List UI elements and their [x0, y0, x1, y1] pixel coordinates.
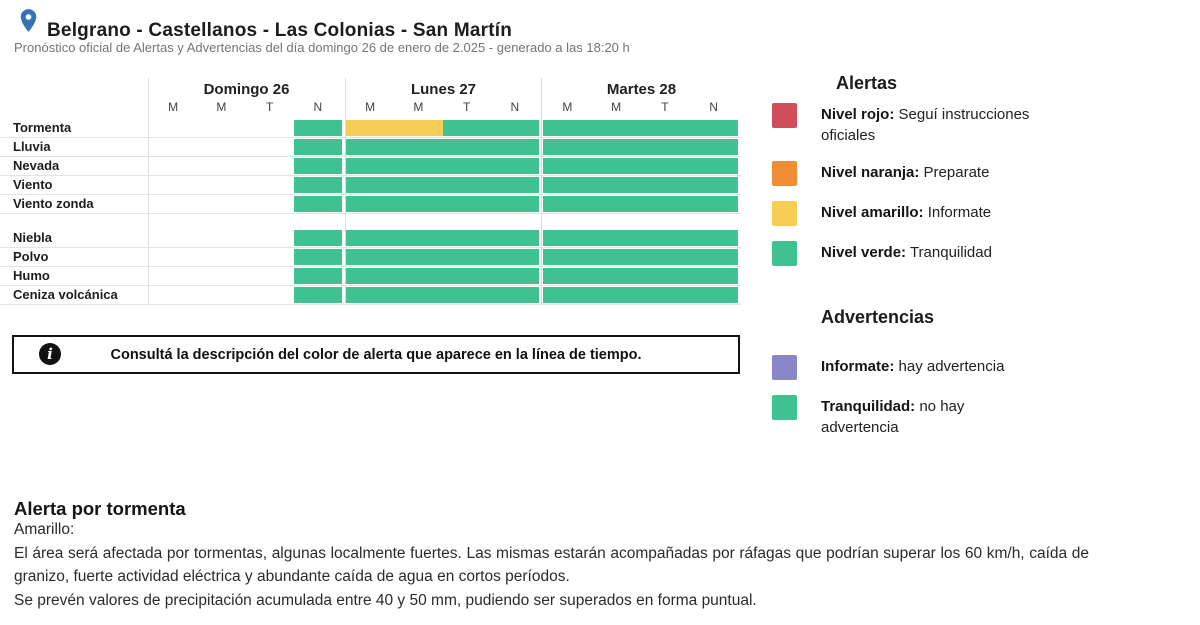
period-label: M — [562, 100, 573, 114]
grid-line — [0, 175, 741, 176]
grid-line — [148, 78, 149, 304]
grid-line — [344, 78, 346, 304]
period-label: T — [661, 100, 669, 114]
timeline-row-label: Lluvia — [13, 139, 51, 154]
timeline-row-label: Niebla — [13, 230, 53, 245]
warnings-legend-items: Informate: hay advertencia Tranquilidad: … — [772, 355, 1032, 438]
legend-item-label: Nivel verde: Tranquilidad — [821, 244, 992, 261]
grid-line — [0, 285, 741, 286]
alert-description-paragraph: Se prevén valores de precipitación acumu… — [14, 591, 757, 609]
day-header: Domingo 26 — [203, 81, 290, 98]
timeline-cell[interactable] — [442, 119, 539, 136]
alert-detail-title: Alerta por tormenta — [14, 498, 186, 520]
grid-line — [540, 78, 542, 304]
timeline-cell[interactable] — [543, 286, 738, 303]
timeline-cell[interactable] — [543, 157, 738, 174]
timeline-cell[interactable] — [293, 248, 342, 265]
legend-item: Tranquilidad: no hay advertencia — [772, 395, 1032, 438]
legend-swatch — [772, 355, 797, 380]
legend-item-label: Nivel naranja: Preparate — [821, 164, 990, 181]
legend-item: Nivel amarillo: Informate — [772, 201, 1032, 226]
timeline-row-label: Viento zonda — [13, 196, 94, 211]
info-banner-text: Consultá la descripción del color de ale… — [110, 346, 642, 363]
period-label: T — [462, 100, 471, 114]
alerts-legend-items: Nivel rojo: Seguí instrucciones oficiale… — [772, 103, 1032, 266]
legend-swatch — [772, 201, 797, 226]
timeline-cell[interactable] — [346, 267, 539, 284]
info-icon: i — [39, 343, 61, 365]
timeline-cell[interactable] — [346, 229, 539, 246]
timeline-cell[interactable] — [293, 119, 342, 136]
timeline-cell[interactable] — [293, 267, 342, 284]
timeline-cell[interactable] — [346, 195, 539, 212]
forecast-subtitle: Pronóstico oficial de Alertas y Adverten… — [14, 40, 630, 55]
period-label: T — [265, 100, 274, 114]
timeline-row-label: Viento — [13, 177, 53, 192]
legend-item-label: Informate: hay advertencia — [821, 358, 1005, 375]
grid-line — [0, 156, 741, 157]
timeline-cell[interactable] — [346, 176, 539, 193]
day-header: Lunes 27 — [410, 81, 477, 98]
timeline-row-label: Humo — [13, 268, 50, 283]
legend-swatch — [772, 395, 797, 420]
location-pin-icon — [20, 8, 37, 38]
period-label: N — [709, 100, 718, 114]
warnings-legend-title: Advertencias — [821, 307, 935, 327]
timeline-cell[interactable] — [346, 157, 539, 174]
period-label: M — [413, 100, 424, 114]
alerts-timeline: Domingo 26 M M T N Lunes 27 M M T N Martes 28 M M T N T… — [0, 0, 745, 310]
timeline-row-label: Polvo — [13, 249, 49, 264]
timeline-cell[interactable] — [293, 157, 342, 174]
page-title: Belgrano - Castellanos - Las Colonias - … — [47, 19, 513, 41]
timeline-cell[interactable] — [543, 195, 738, 212]
timeline-cell[interactable] — [543, 138, 738, 155]
alert-description-paragraph: El área será afectada por tormentas, alg… — [14, 544, 1089, 586]
grid-line — [0, 137, 741, 138]
timeline-cell[interactable] — [293, 286, 342, 303]
timeline-cell[interactable] — [543, 119, 738, 136]
timeline-row-label: Tormenta — [13, 120, 72, 135]
period-label: M — [611, 100, 622, 114]
timeline-cell[interactable] — [346, 138, 539, 155]
period-label: N — [313, 100, 323, 114]
legend-swatch — [772, 103, 797, 128]
timeline-cell[interactable] — [543, 248, 738, 265]
period-label: M — [365, 100, 376, 114]
legend-item: Informate: hay advertencia — [772, 355, 1032, 380]
period-label: N — [510, 100, 520, 114]
info-banner: i Consultá la descripción del color de a… — [12, 335, 740, 374]
timeline-cell[interactable] — [346, 248, 539, 265]
alert-description: Amarillo: El área será afectada por torm… — [14, 518, 1089, 612]
grid-line — [0, 266, 741, 267]
legend-item: Nivel rojo: Seguí instrucciones oficiale… — [772, 103, 1032, 146]
legend-swatch — [772, 241, 797, 266]
timeline-cell[interactable] — [293, 229, 342, 246]
grid-line — [0, 247, 741, 248]
legend-item-label: Tranquilidad: no hay advertencia — [821, 398, 965, 436]
alerts-legend-title: Alertas — [836, 73, 898, 93]
timeline-cell[interactable] — [543, 229, 738, 246]
timeline-row-label: Nevada — [13, 158, 60, 173]
grid-line — [0, 194, 741, 195]
period-label: M — [216, 100, 227, 114]
legend-item: Nivel naranja: Preparate — [772, 161, 1032, 186]
timeline-cell[interactable] — [346, 119, 443, 136]
alert-level-label: Amarillo: — [14, 521, 75, 538]
timeline-cell[interactable] — [293, 176, 342, 193]
day-header: Martes 28 — [606, 81, 677, 98]
timeline-cell[interactable] — [293, 138, 342, 155]
legend-item: Nivel verde: Tranquilidad — [772, 241, 1032, 266]
period-label: M — [168, 100, 179, 114]
timeline-cell[interactable] — [543, 176, 738, 193]
timeline-cell[interactable] — [293, 195, 342, 212]
grid-line — [0, 213, 741, 214]
timeline-cell[interactable] — [346, 286, 539, 303]
timeline-cell[interactable] — [543, 267, 738, 284]
legend-item-label: Nivel rojo: Seguí instrucciones oficiale… — [821, 106, 1030, 144]
legend-swatch — [772, 161, 797, 186]
timeline-row-label: Ceniza volcánica — [13, 287, 118, 302]
legend-item-label: Nivel amarillo: Informate — [821, 204, 992, 221]
grid-line — [0, 304, 741, 305]
